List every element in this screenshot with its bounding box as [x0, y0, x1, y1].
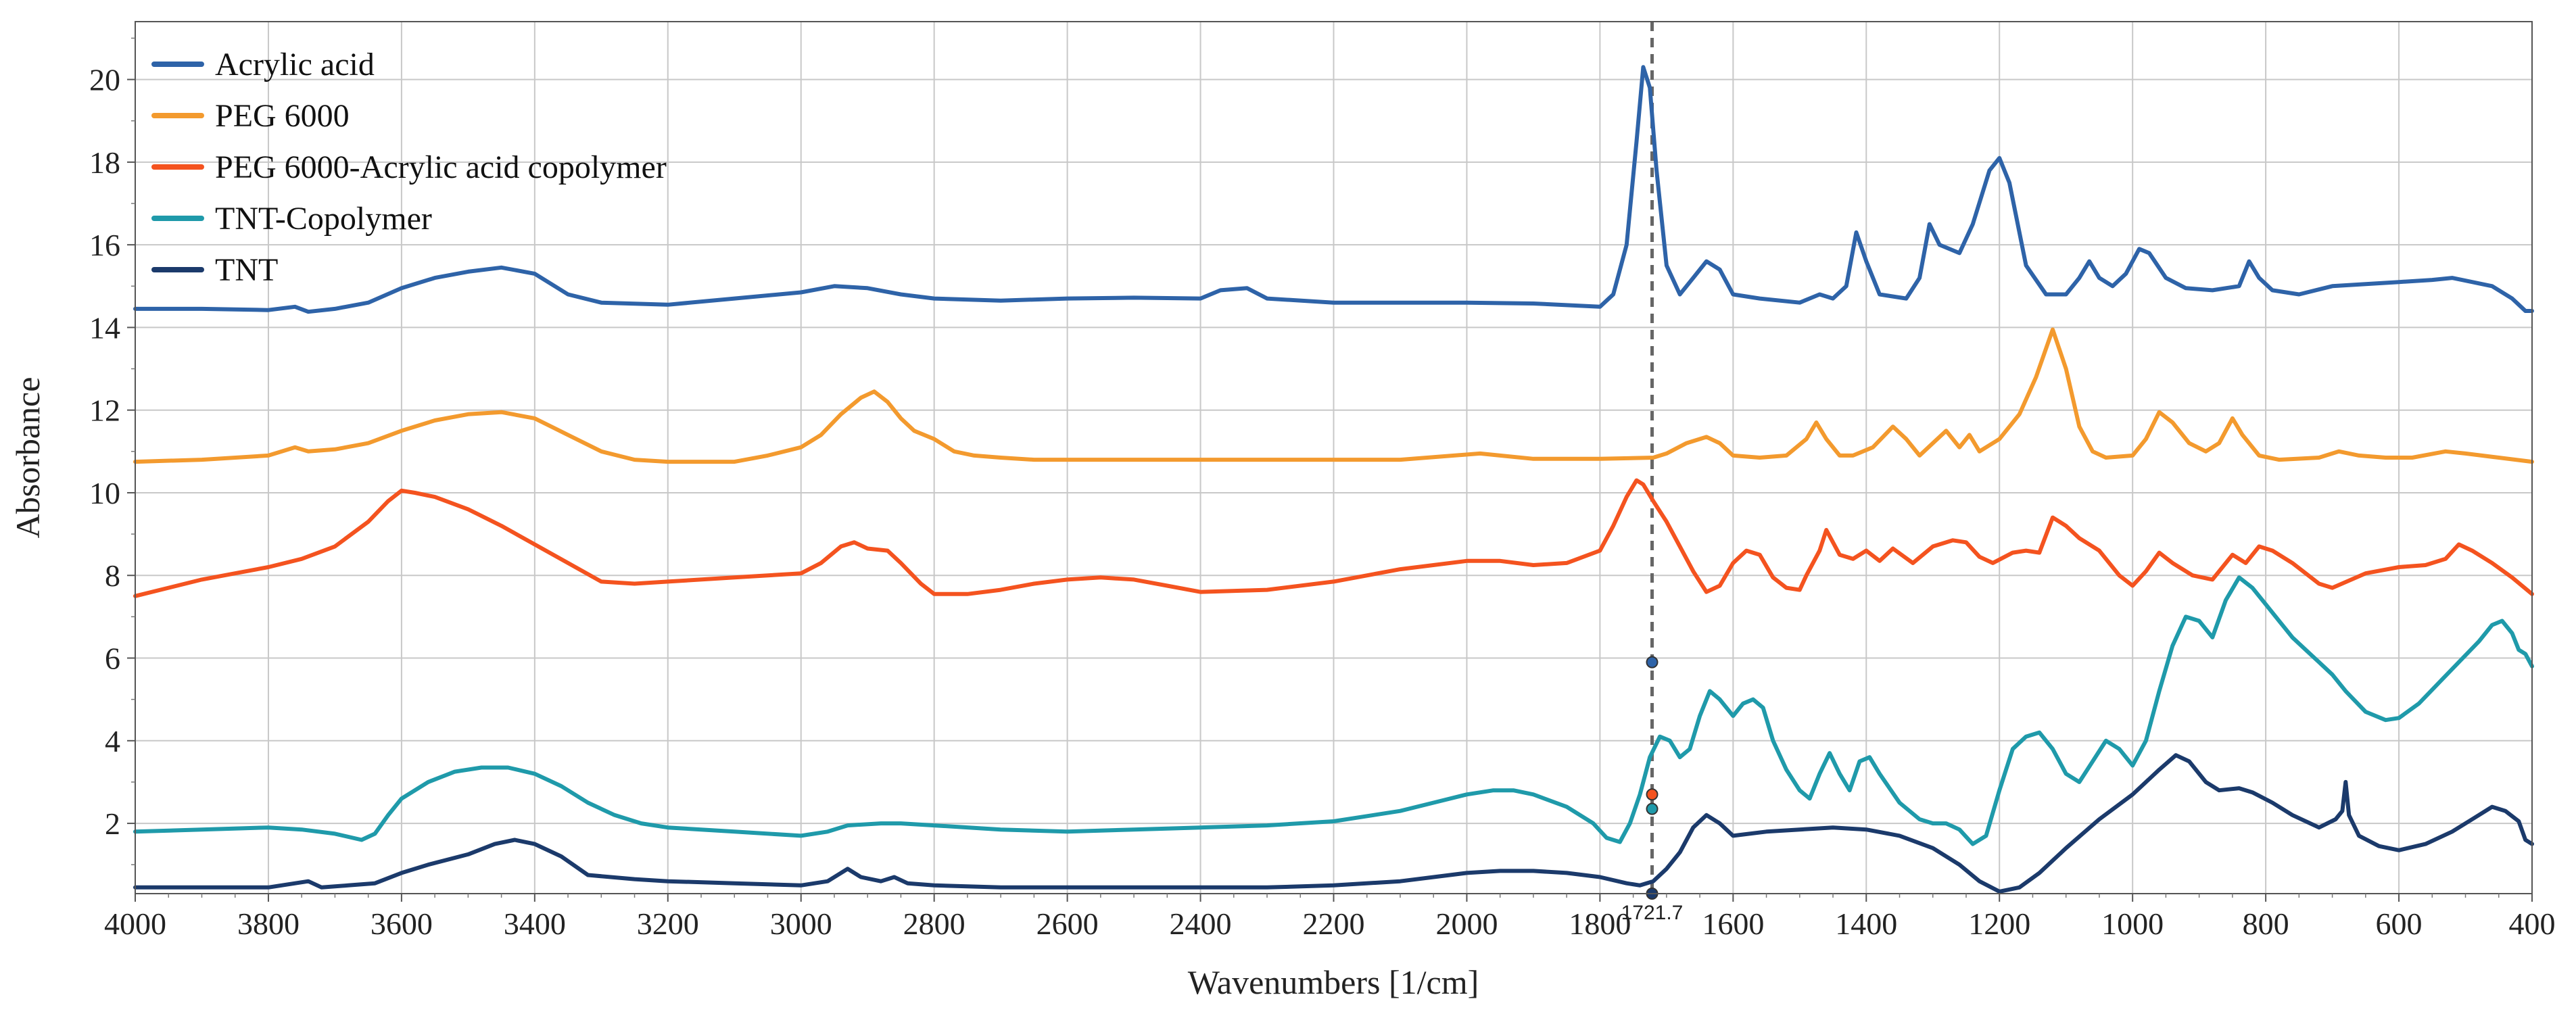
- y-tick-label: 6: [105, 641, 120, 676]
- y-tick-label: 4: [105, 724, 120, 758]
- y-tick-label: 10: [89, 476, 120, 510]
- cursor-group: 1721.7: [1621, 22, 1684, 924]
- y-axis-ticks: 2 4 6 8 10 12 14 16 18 20: [89, 37, 135, 865]
- series-line-2: [133, 327, 2534, 464]
- y-tick-label: 2: [105, 806, 120, 841]
- x-tick-label: 2800: [903, 906, 965, 941]
- x-tick-label: 1000: [2101, 906, 2164, 941]
- y-tick-label: 20: [89, 63, 120, 97]
- x-tick-label: 800: [2243, 906, 2289, 941]
- series-lines: [133, 65, 2534, 894]
- series-line-1: [133, 65, 2534, 314]
- y-tick-label: 18: [89, 145, 120, 180]
- x-tick-label: 400: [2509, 906, 2556, 941]
- x-axis-ticks: 4000 3800 3600 3400 3200 3000 2800 2600 2400 2200…: [104, 894, 2556, 941]
- y-tick-label: 12: [89, 393, 120, 428]
- y-tick-label: 8: [105, 558, 120, 593]
- x-tick-label: 3800: [237, 906, 300, 941]
- x-tick-label: 600: [2376, 906, 2423, 941]
- x-tick-label: 1600: [1702, 906, 1764, 941]
- cursor-value-label: 1721.7: [1621, 902, 1684, 924]
- x-tick-label: 1200: [1968, 906, 2030, 941]
- legend-label: PEG 6000-Acrylic acid copolymer: [215, 149, 667, 185]
- x-tick-label: 2400: [1170, 906, 1232, 941]
- legend-label: TNT: [215, 252, 278, 288]
- x-tick-label: 3400: [504, 906, 566, 941]
- cursor-marker: [1646, 788, 1659, 801]
- legend-label: Acrylic acid: [215, 47, 375, 82]
- series-line-5: [133, 753, 2534, 894]
- x-tick-label: 3600: [371, 906, 433, 941]
- x-tick-label: 1800: [1569, 906, 1631, 941]
- series-line-3: [133, 478, 2534, 598]
- cursor-marker: [1646, 802, 1659, 815]
- x-tick-label: 2200: [1303, 906, 1365, 941]
- x-tick-label: 1400: [1835, 906, 1897, 941]
- legend-label: TNT-Copolymer: [215, 201, 432, 237]
- y-tick-label: 14: [89, 310, 120, 345]
- x-tick-label: 3200: [637, 906, 699, 941]
- cursor-marker: [1646, 656, 1659, 669]
- x-tick-label: 2000: [1435, 906, 1498, 941]
- y-tick-label: 16: [89, 228, 120, 262]
- grid-lines: [135, 22, 2533, 894]
- y-axis-title: Absorbance: [9, 377, 47, 539]
- x-axis-title: Wavenumbers [1/cm]: [1188, 963, 1479, 1001]
- x-tick-label: 4000: [104, 906, 166, 941]
- series-line-4: [133, 575, 2534, 846]
- legend: Acrylic acid PEG 6000 PEG 6000-Acrylic aci…: [151, 47, 667, 288]
- x-tick-label: 3000: [770, 906, 832, 941]
- legend-label: PEG 6000: [215, 98, 350, 134]
- x-tick-label: 2600: [1036, 906, 1099, 941]
